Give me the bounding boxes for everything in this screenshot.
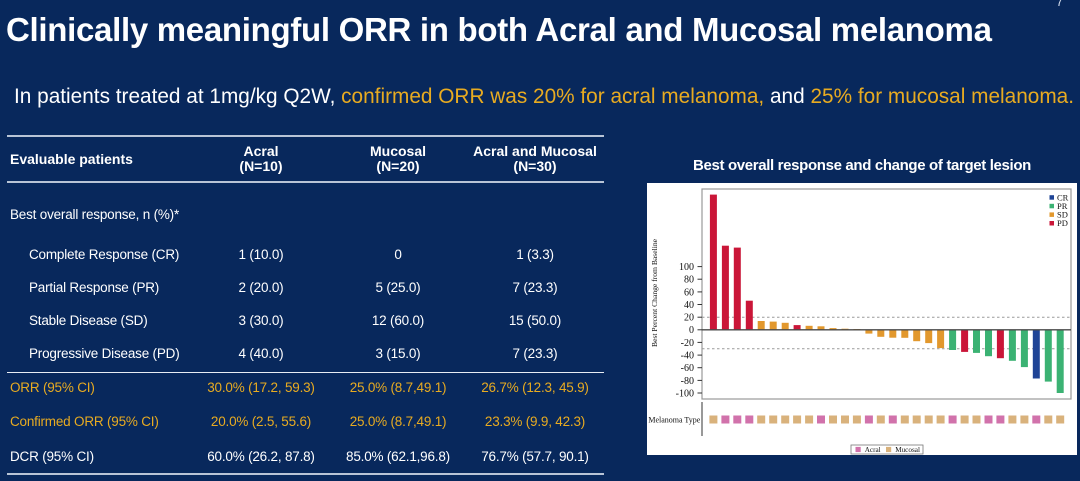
svg-text:-20: -20 — [681, 338, 694, 349]
svg-text:PR: PR — [1057, 201, 1068, 211]
svg-text:-40: -40 — [681, 351, 694, 362]
svg-text:SD: SD — [1057, 210, 1068, 220]
svg-text:0: 0 — [689, 325, 694, 336]
svg-text:Acral: Acral — [865, 446, 881, 454]
svg-text:20: 20 — [684, 313, 694, 324]
svg-text:80: 80 — [684, 275, 694, 286]
svg-text:Melanoma Type: Melanoma Type — [648, 416, 700, 425]
svg-text:Mucosal: Mucosal — [895, 446, 920, 454]
svg-text:-100: -100 — [676, 388, 694, 399]
svg-text:PD: PD — [1057, 218, 1068, 228]
svg-text:-60: -60 — [681, 363, 694, 374]
svg-text:Best Percent Change from Basel: Best Percent Change from Baseline — [650, 238, 659, 347]
svg-text:60: 60 — [684, 287, 694, 298]
svg-text:100: 100 — [679, 262, 694, 273]
svg-text:CR: CR — [1057, 192, 1069, 202]
svg-text:40: 40 — [684, 300, 694, 311]
svg-text:-80: -80 — [681, 376, 694, 387]
